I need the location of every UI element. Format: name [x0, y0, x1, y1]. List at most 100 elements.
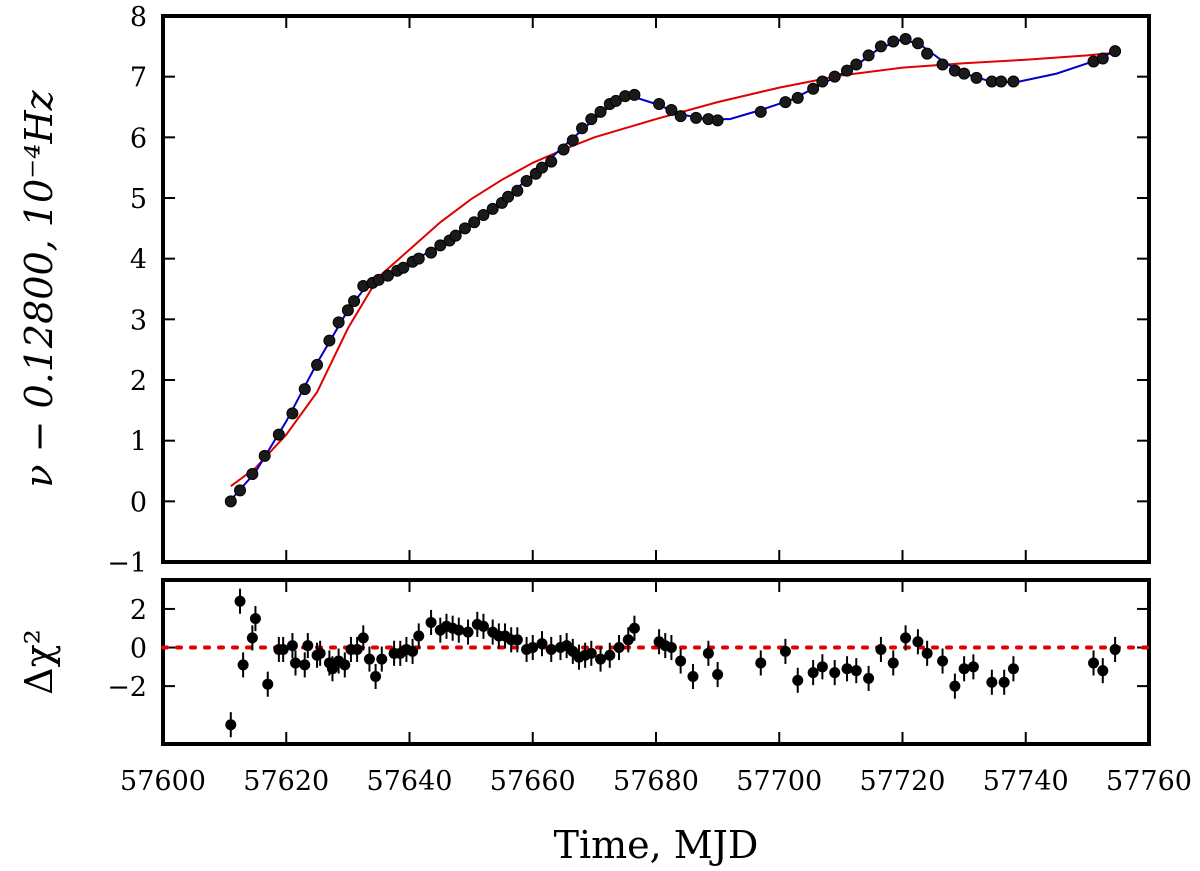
- residual-point: [363, 653, 375, 665]
- residual-point: [755, 657, 767, 669]
- residual-point: [665, 642, 677, 654]
- residual-point: [986, 676, 998, 688]
- data-point: [791, 91, 804, 104]
- residual-point: [234, 595, 246, 607]
- data-point: [841, 64, 854, 77]
- data-point: [311, 358, 324, 371]
- data-point: [381, 269, 394, 282]
- bottom-y-axis-title: Δχ²: [17, 629, 61, 695]
- red-model-curve: [230, 51, 1119, 488]
- top-y-tick-labels: −1 0 1 2 3 4 5 6 7 8: [107, 2, 147, 579]
- data-point: [557, 143, 570, 156]
- residual-point: [595, 653, 607, 665]
- bottom-y-tick-label: 2: [130, 595, 147, 626]
- data-point: [816, 75, 829, 88]
- residual-point: [628, 622, 640, 634]
- residual-point: [527, 642, 539, 654]
- data-point: [862, 49, 875, 62]
- residual-point: [453, 624, 465, 636]
- residual-point: [339, 659, 351, 671]
- residual-point: [816, 661, 828, 673]
- residual-point: [351, 643, 363, 655]
- residual-point: [249, 613, 261, 625]
- data-point: [520, 175, 533, 188]
- x-tick-label: 57740: [983, 766, 1069, 797]
- residual-point: [425, 616, 437, 628]
- data-point: [458, 222, 471, 235]
- residual-point: [912, 636, 924, 648]
- data-point: [397, 261, 410, 274]
- top-y-tick-label: 1: [130, 427, 147, 458]
- x-tick-label: 57600: [120, 766, 206, 797]
- residual-point: [792, 674, 804, 686]
- bottom-y-tick-labels: −2 0 2: [107, 595, 147, 703]
- x-tick-label: 57760: [1106, 766, 1192, 797]
- data-point: [828, 70, 841, 83]
- data-point: [585, 113, 598, 126]
- data-point: [449, 229, 462, 242]
- residual-point: [622, 634, 634, 646]
- residual-point: [850, 665, 862, 677]
- x-tick-label: 57700: [736, 766, 822, 797]
- data-point: [272, 428, 285, 441]
- data-point: [921, 47, 934, 60]
- residual-point: [841, 663, 853, 675]
- data-point: [995, 75, 1008, 88]
- residual-point: [998, 676, 1010, 688]
- residual-point: [462, 626, 474, 638]
- bottom-ticks: [162, 580, 1150, 744]
- residual-point: [829, 667, 841, 679]
- residual-point: [1088, 657, 1100, 669]
- residual-point: [887, 657, 899, 669]
- data-point: [887, 35, 900, 48]
- data-point: [566, 134, 579, 147]
- data-point: [224, 495, 237, 508]
- data-point: [807, 82, 820, 95]
- data-point: [665, 104, 678, 117]
- residual-points: [225, 588, 1121, 738]
- data-point: [1007, 75, 1020, 88]
- top-data-points: [224, 33, 1122, 508]
- data-point: [434, 239, 447, 252]
- residual-point: [585, 647, 597, 659]
- data-point: [911, 37, 924, 50]
- data-point: [298, 383, 311, 396]
- top-y-tick-label: 6: [130, 123, 147, 154]
- data-point: [850, 58, 863, 71]
- x-tick-label: 57720: [860, 766, 946, 797]
- data-point: [341, 304, 354, 317]
- data-point: [594, 105, 607, 118]
- residual-point: [949, 680, 961, 692]
- data-point: [576, 122, 589, 135]
- data-point: [477, 208, 490, 221]
- top-y-tick-label: 0: [130, 487, 147, 518]
- data-point: [690, 111, 703, 124]
- residual-point: [536, 638, 548, 650]
- residual-point: [1109, 643, 1121, 655]
- data-point: [779, 96, 792, 109]
- x-tick-label: 57620: [243, 766, 329, 797]
- residual-point: [712, 669, 724, 681]
- top-panel: −1 0 1 2 3 4 5 6 7 8: [107, 2, 1151, 579]
- residual-point: [1097, 665, 1109, 677]
- data-point: [323, 334, 336, 347]
- data-point: [970, 71, 983, 84]
- residual-point: [613, 642, 625, 654]
- data-point: [899, 33, 912, 46]
- data-point: [502, 190, 515, 203]
- data-point: [332, 316, 345, 329]
- data-point: [348, 295, 361, 308]
- residual-point: [675, 655, 687, 667]
- data-point: [1096, 52, 1109, 65]
- residual-point: [807, 667, 819, 679]
- top-y-tick-label: 4: [130, 245, 147, 276]
- residual-point: [246, 632, 258, 644]
- top-y-tick-label: 3: [130, 305, 147, 336]
- residual-point: [604, 649, 616, 661]
- x-tick-label: 57640: [367, 766, 453, 797]
- residual-point: [407, 645, 419, 657]
- bottom-x-tick-labels: 57600 57620 57640 57660 57680 57700 57720 57740…: [120, 766, 1192, 797]
- residual-point: [900, 632, 912, 644]
- top-y-tick-label: 7: [130, 63, 147, 94]
